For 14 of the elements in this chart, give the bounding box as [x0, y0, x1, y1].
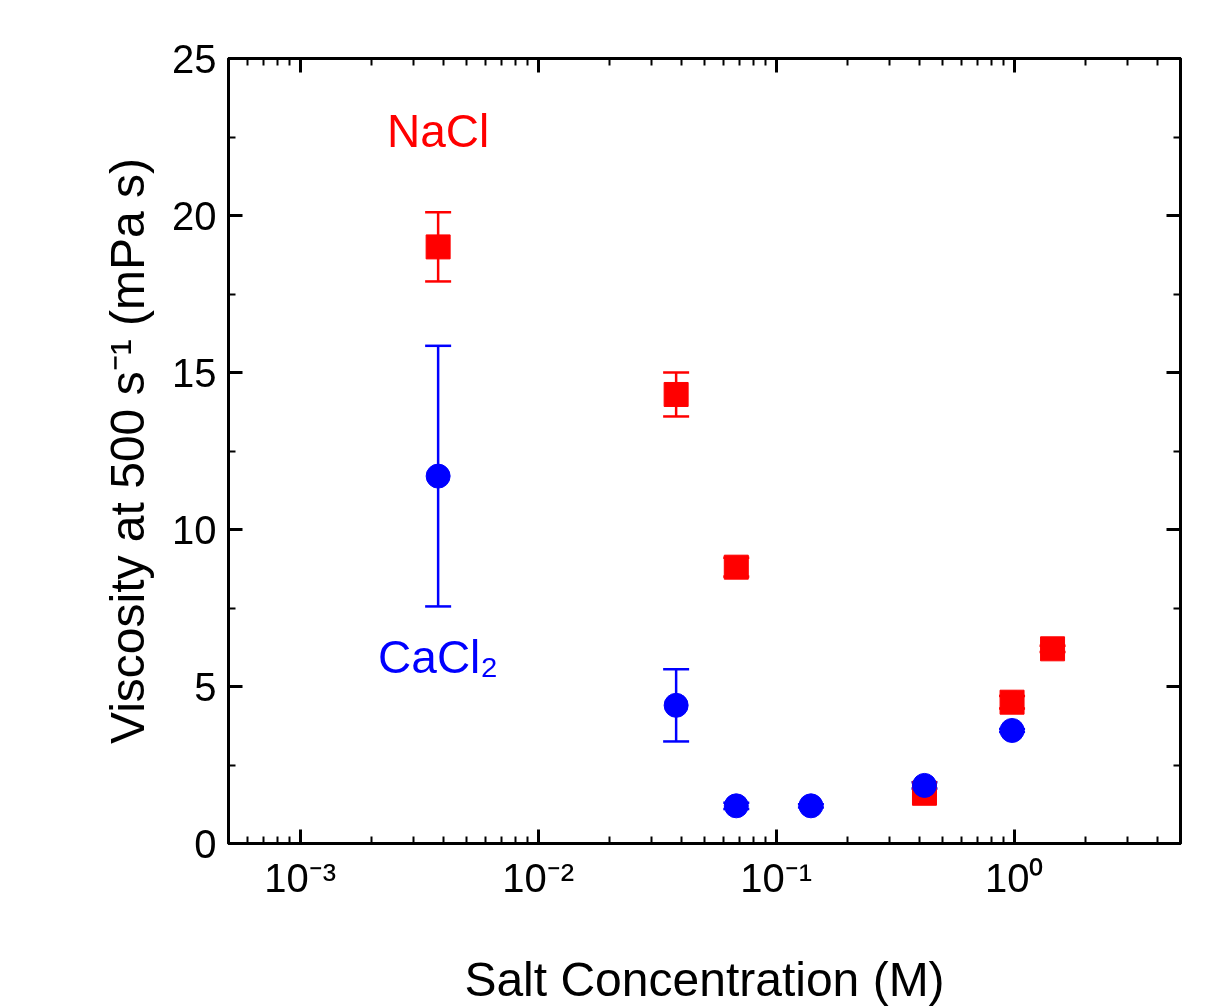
- series-label: NaCl: [387, 105, 490, 158]
- y-tick-label: 20: [172, 193, 217, 238]
- y-tick-label: 10: [172, 507, 217, 552]
- y-tick-label: 0: [194, 821, 217, 866]
- x-tick-label: 10⁻¹: [740, 855, 813, 900]
- y-axis-title: Viscosity at 500 s⁻¹ (mPa s): [101, 158, 155, 744]
- x-tick-label: 10⁻³: [264, 855, 337, 900]
- y-tick-label: 25: [172, 36, 217, 81]
- x-axis-title: Salt Concentration (M): [464, 952, 945, 1006]
- text: CaCl₂: [378, 631, 499, 684]
- x-tick-label: 10⁻²: [502, 855, 575, 900]
- x-tick-label: 10⁰: [984, 855, 1044, 900]
- y-tick-label: 5: [194, 664, 217, 709]
- y-tick-label: 15: [172, 350, 217, 395]
